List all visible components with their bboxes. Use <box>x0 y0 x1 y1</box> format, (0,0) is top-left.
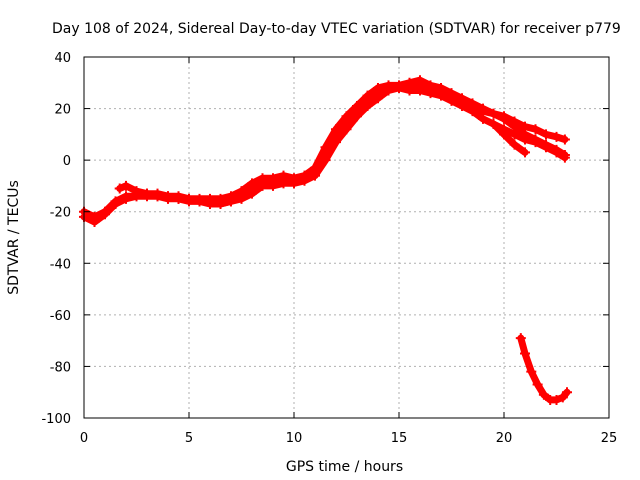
data-point <box>520 147 530 158</box>
y-tick-label: -100 <box>41 412 71 427</box>
data-point <box>142 188 152 199</box>
x-tick-label: 10 <box>286 431 303 446</box>
data-point <box>559 152 570 163</box>
chart-title: Day 108 of 2024, Sidereal Day-to-day VTE… <box>52 21 621 37</box>
data-point <box>121 193 131 204</box>
data-point <box>404 77 415 88</box>
series-line <box>490 120 529 156</box>
x-tick-label: 0 <box>80 431 88 446</box>
data-point <box>425 80 436 91</box>
data-point <box>515 333 526 344</box>
x-tick-label: 25 <box>601 431 618 446</box>
data-point <box>478 113 488 124</box>
data-point <box>320 142 331 153</box>
data-point <box>247 178 257 189</box>
data-point <box>541 129 551 140</box>
data-point <box>551 147 562 158</box>
plot-frame <box>83 56 610 419</box>
data-point <box>467 98 478 109</box>
data-point <box>415 85 425 96</box>
data-point <box>341 111 352 122</box>
data-point <box>310 162 320 173</box>
data-point <box>352 111 362 122</box>
data-point <box>257 173 268 184</box>
y-tick-label: 0 <box>63 154 71 169</box>
data-point <box>559 134 570 145</box>
data-point <box>362 100 373 111</box>
data-point <box>530 124 541 135</box>
data-point <box>520 134 530 145</box>
x-tick-label: 5 <box>185 431 193 446</box>
data-point <box>394 80 404 91</box>
data-point <box>551 131 562 142</box>
data-point <box>415 75 425 86</box>
x-tick-label: 20 <box>496 431 513 446</box>
data-point <box>194 193 205 204</box>
data-point <box>499 111 509 122</box>
data-point <box>289 173 299 184</box>
data-point <box>446 88 457 99</box>
data-point <box>226 191 236 202</box>
data-point <box>184 193 194 204</box>
data-point <box>488 108 499 119</box>
data-point <box>526 366 537 377</box>
x-tick-label: 15 <box>391 431 408 446</box>
data-point <box>436 82 446 93</box>
data-point <box>520 121 530 132</box>
data-point <box>331 124 341 135</box>
data-point <box>488 119 499 130</box>
data-point <box>236 186 247 197</box>
data-point <box>89 217 100 228</box>
data-point <box>538 389 549 400</box>
data-point <box>509 129 520 140</box>
data-point <box>152 188 163 199</box>
y-tick-label: 20 <box>54 103 71 118</box>
data-point <box>509 116 520 127</box>
data-point <box>478 103 488 114</box>
y-tick-label: -20 <box>50 206 71 221</box>
data-point <box>457 93 467 104</box>
data-point <box>373 82 383 93</box>
data-point <box>110 198 121 209</box>
data-point <box>352 100 362 111</box>
axis-ticks: 0 5 10 15 20 25 -100 -80 -60 -40 -20 0 20 40 <box>41 51 617 446</box>
data-series <box>79 75 572 405</box>
series-sat-d <box>488 119 530 158</box>
data-point <box>331 137 341 148</box>
data-point <box>215 193 226 204</box>
data-point <box>114 183 125 194</box>
data-point <box>562 387 572 398</box>
data-point <box>205 193 215 204</box>
data-point <box>268 173 278 184</box>
data-point <box>520 348 530 359</box>
data-point <box>173 191 184 202</box>
series-sat-c <box>114 75 570 204</box>
y-axis-title: SDTVAR / TECUs <box>6 180 22 295</box>
data-point <box>509 139 520 150</box>
data-point <box>278 170 289 181</box>
y-tick-label: -40 <box>50 257 71 272</box>
data-point <box>557 392 568 403</box>
data-point <box>551 394 562 405</box>
data-point <box>499 129 509 140</box>
data-point <box>383 80 394 91</box>
data-point <box>121 180 131 191</box>
y-tick-label: 40 <box>54 51 71 66</box>
data-point <box>341 124 352 135</box>
series-sat-e <box>515 333 572 405</box>
data-point <box>299 170 310 181</box>
y-tick-label: -80 <box>50 360 71 375</box>
data-point <box>362 90 373 101</box>
data-point <box>131 186 142 197</box>
data-point <box>247 188 257 199</box>
data-point <box>373 93 383 104</box>
data-point <box>100 209 110 220</box>
x-axis-title: GPS time / hours <box>286 459 403 475</box>
data-point <box>541 142 551 153</box>
data-point <box>530 137 541 148</box>
y-tick-label: -60 <box>50 309 71 324</box>
data-point <box>163 191 173 202</box>
data-point <box>532 379 543 390</box>
